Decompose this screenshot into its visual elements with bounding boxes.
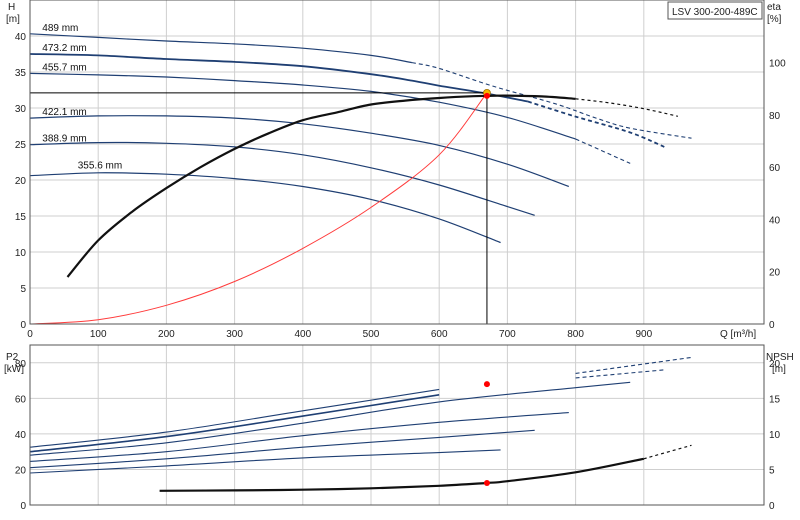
head-curve xyxy=(29,115,570,188)
power-curve xyxy=(29,429,535,469)
bottom-y-right-label: NPSH xyxy=(766,352,794,363)
power-curve xyxy=(29,388,440,448)
efficiency-point-marker xyxy=(483,92,490,99)
top-y-right-tick-label: 40 xyxy=(769,215,781,226)
top-y-right-unit: [%] xyxy=(767,14,782,25)
x-tick-label: 300 xyxy=(226,329,243,340)
bottom-panel-marks xyxy=(29,356,692,492)
head-curve-extension xyxy=(527,100,665,148)
top-y-unit: [m] xyxy=(6,14,20,25)
head-curve xyxy=(29,141,535,216)
bottom-y-unit: [kW] xyxy=(4,364,24,375)
head-curve xyxy=(29,172,501,244)
x-tick-label: 800 xyxy=(567,329,584,340)
power-duty-marker xyxy=(483,381,490,388)
npsh-curve-extension xyxy=(643,444,692,460)
power-curve-extension xyxy=(575,356,692,374)
top-y-right-label: eta xyxy=(767,2,781,13)
x-tick-label: 600 xyxy=(431,329,448,340)
bottom-y-right-tick-label: 20 xyxy=(769,359,781,370)
bottom-y-label: P2 xyxy=(6,352,19,363)
power-curve xyxy=(29,381,631,456)
head-curve-label: 355.6 mm xyxy=(78,161,122,172)
x-tick-label: 200 xyxy=(158,329,175,340)
x-tick-label: 0 xyxy=(27,329,33,340)
top-panel-grid xyxy=(29,0,764,325)
top-panel-marks: 489 mm 473.2 mm 455.7 mm 422.1 mm 388.9 mm 35… xyxy=(29,23,692,325)
x-tick-label: 700 xyxy=(499,329,516,340)
head-curve-label: 388.9 mm xyxy=(42,134,86,145)
head-curve-label: 422.1 mm xyxy=(42,107,86,118)
top-y-tick-label: 35 xyxy=(15,68,27,79)
title-box xyxy=(667,1,763,20)
top-y-right-tick-label: 80 xyxy=(769,111,781,122)
power-curve xyxy=(29,394,440,453)
top-panel-ticks: 0 100 200 300 400 500 600 700 800 900051015202530… xyxy=(15,32,786,340)
top-y-right-tick-label: 60 xyxy=(769,163,781,174)
top-y-tick-label: 0 xyxy=(20,320,26,331)
head-curve-label: 455.7 mm xyxy=(42,62,86,73)
chart-title: LSV 300-200-489C xyxy=(672,7,758,18)
efficiency-curve xyxy=(66,94,576,278)
bottom-panel-grid xyxy=(29,345,764,506)
top-y-tick-label: 15 xyxy=(15,212,27,223)
power-curve-extension xyxy=(575,369,665,379)
head-curve-label: 489 mm xyxy=(42,23,78,34)
power-curve xyxy=(29,449,501,474)
bottom-y-tick-label: 60 xyxy=(15,394,27,405)
bottom-y-right-tick-label: 10 xyxy=(769,430,781,441)
top-panel-frame xyxy=(29,0,765,325)
bottom-y-right-unit: [m] xyxy=(772,364,786,375)
top-y-right-tick-label: 20 xyxy=(769,268,781,279)
bottom-y-tick-label: 20 xyxy=(15,465,27,476)
bottom-y-tick-label: 0 xyxy=(20,501,26,512)
top-y-right-tick-label: 100 xyxy=(769,59,786,70)
top-y-tick-label: 40 xyxy=(15,32,27,43)
top-y-right-tick-label: 0 xyxy=(769,320,775,331)
x-axis-label: Q [m³/h] xyxy=(720,329,756,340)
x-tick-label: 900 xyxy=(635,329,652,340)
bottom-panel-ticks: 0 20 40 60 80 0 5 10 15 20 xyxy=(15,359,781,512)
system-curve xyxy=(29,92,488,325)
head-curve-label: 473.2 mm xyxy=(42,43,86,54)
bottom-y-right-tick-label: 15 xyxy=(769,394,781,405)
top-y-tick-label: 20 xyxy=(15,176,27,187)
top-y-tick-label: 5 xyxy=(20,284,26,295)
npsh-duty-marker xyxy=(483,479,490,486)
bottom-y-right-tick-label: 5 xyxy=(769,465,775,476)
x-tick-label: 100 xyxy=(90,329,107,340)
power-curve xyxy=(29,412,569,462)
head-curve xyxy=(29,53,529,103)
bottom-y-tick-label: 40 xyxy=(15,430,27,441)
bottom-y-tick-label: 80 xyxy=(15,359,27,370)
x-tick-label: 500 xyxy=(363,329,380,340)
top-y-tick-label: 10 xyxy=(15,248,27,259)
bottom-panel-frame xyxy=(29,344,765,506)
bottom-y-right-tick-label: 0 xyxy=(769,501,775,512)
top-y-label: H xyxy=(8,2,15,13)
npsh-curve xyxy=(159,457,645,492)
top-y-tick-label: 25 xyxy=(15,140,27,151)
head-curve-extension xyxy=(575,138,631,164)
top-y-tick-label: 30 xyxy=(15,104,27,115)
head-curve-extension xyxy=(411,62,692,139)
head-curve xyxy=(29,33,413,64)
x-tick-label: 400 xyxy=(294,329,311,340)
